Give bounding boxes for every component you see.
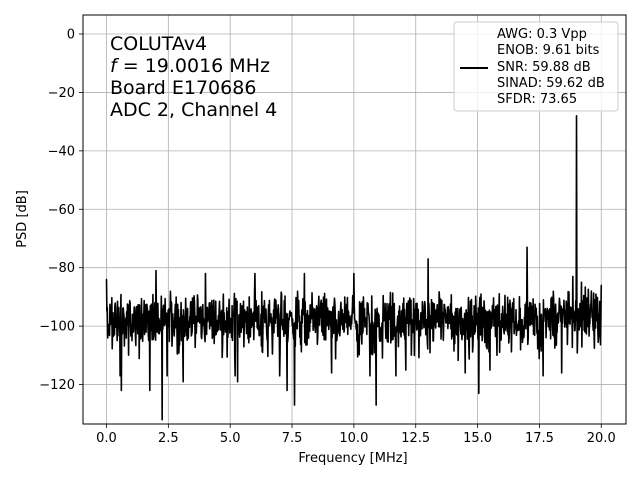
x-tick-label: 2.5 xyxy=(158,431,179,446)
y-tick-label: −40 xyxy=(48,144,75,159)
psd-peak-point xyxy=(234,375,236,377)
legend-enob: ENOB: 9.61 bits xyxy=(497,43,600,58)
psd-peak-point xyxy=(369,375,371,377)
psd-peak-point xyxy=(395,375,397,377)
psd-peak-point xyxy=(489,369,491,371)
y-tick-label: −60 xyxy=(48,203,75,218)
psd-peak-point xyxy=(149,389,151,392)
psd-peak-point xyxy=(405,369,407,371)
plot-frame xyxy=(82,14,627,425)
psd-peak-point xyxy=(526,246,528,248)
annotation-line-1: COLUTAv4 xyxy=(110,33,207,55)
psd-peak-point xyxy=(105,278,108,280)
psd-peak-point xyxy=(478,392,480,394)
psd-peak-point xyxy=(575,115,578,117)
annotation-line-2-value: = 19.0016 MHz xyxy=(117,55,270,77)
psd-peak-point xyxy=(107,337,109,339)
y-tick-label: −20 xyxy=(48,86,75,101)
legend-sfdr: SFDR: 73.65 xyxy=(497,92,577,107)
psd-series xyxy=(105,114,603,421)
psd-peak-point xyxy=(286,389,288,392)
annotation-line-4: ADC 2, Channel 4 xyxy=(110,99,277,121)
y-tick-label: −100 xyxy=(39,320,75,335)
legend-sinad: SINAD: 59.62 dB xyxy=(497,76,605,91)
psd-peak-point xyxy=(303,272,306,275)
psd-peak-point xyxy=(279,375,281,377)
psd-peak-point xyxy=(600,284,602,286)
psd-peak-point xyxy=(598,334,600,336)
x-axis-title: Frequency [MHz] xyxy=(298,451,407,466)
x-tick-label: 12.5 xyxy=(401,431,430,446)
annotation-block: COLUTAv4 f = 19.0016 MHz Board E170686 A… xyxy=(110,33,277,121)
psd-peak-point xyxy=(572,275,574,278)
y-tick-label: −120 xyxy=(39,378,75,393)
psd-peak-point xyxy=(464,372,466,374)
psd-peak-point xyxy=(120,389,122,392)
psd-peak-point xyxy=(353,272,355,275)
x-tick-label: 20.0 xyxy=(587,431,616,446)
psd-peak-point xyxy=(204,272,207,275)
y-axis-title: PSD [dB] xyxy=(15,190,30,248)
y-tick-label: 0 xyxy=(67,27,75,42)
x-tick-label: 10.0 xyxy=(339,431,368,446)
annotation-line-2-var: f xyxy=(110,55,120,77)
psd-peak-point xyxy=(561,372,563,374)
psd-peak-point xyxy=(119,375,121,377)
x-axis-ticks: 0.0 2.5 5.0 7.5 10.0 12.5 15.0 17.5 20.0 xyxy=(96,424,616,446)
psd-peak-point xyxy=(375,404,377,406)
y-tick-label: −80 xyxy=(48,261,75,276)
psd-peak-point xyxy=(166,375,168,377)
annotation-line-3: Board E170686 xyxy=(110,77,256,99)
grid-lines xyxy=(83,15,626,424)
y-axis-ticks: 0 −20 −40 −60 −80 −100 −120 xyxy=(39,27,83,393)
psd-peak-point xyxy=(427,258,429,260)
legend-box xyxy=(453,21,619,112)
psd-peak-point xyxy=(161,419,163,421)
psd-peak-point xyxy=(155,270,157,272)
x-tick-label: 5.0 xyxy=(220,431,241,446)
psd-peak-point xyxy=(293,404,296,406)
psd-peak-point xyxy=(182,381,184,383)
annotation-line-2: f = 19.0016 MHz xyxy=(110,55,270,77)
psd-peak-point xyxy=(254,272,256,275)
psd-peak-point xyxy=(331,372,333,374)
legend-awg: AWG: 0.3 Vpp xyxy=(497,27,587,42)
psd-peak-point xyxy=(580,281,583,283)
x-tick-label: 17.5 xyxy=(525,431,554,446)
x-tick-label: 7.5 xyxy=(282,431,303,446)
x-tick-label: 15.0 xyxy=(463,431,492,446)
psd-peak-point xyxy=(590,290,592,292)
psd-peak-point xyxy=(237,381,239,383)
legend: AWG: 0.3 Vpp ENOB: 9.61 bits SNR: 59.88 … xyxy=(453,21,619,112)
legend-snr: SNR: 59.88 dB xyxy=(497,60,591,75)
x-tick-label: 0.0 xyxy=(96,431,117,446)
psd-peak-point xyxy=(542,375,544,377)
